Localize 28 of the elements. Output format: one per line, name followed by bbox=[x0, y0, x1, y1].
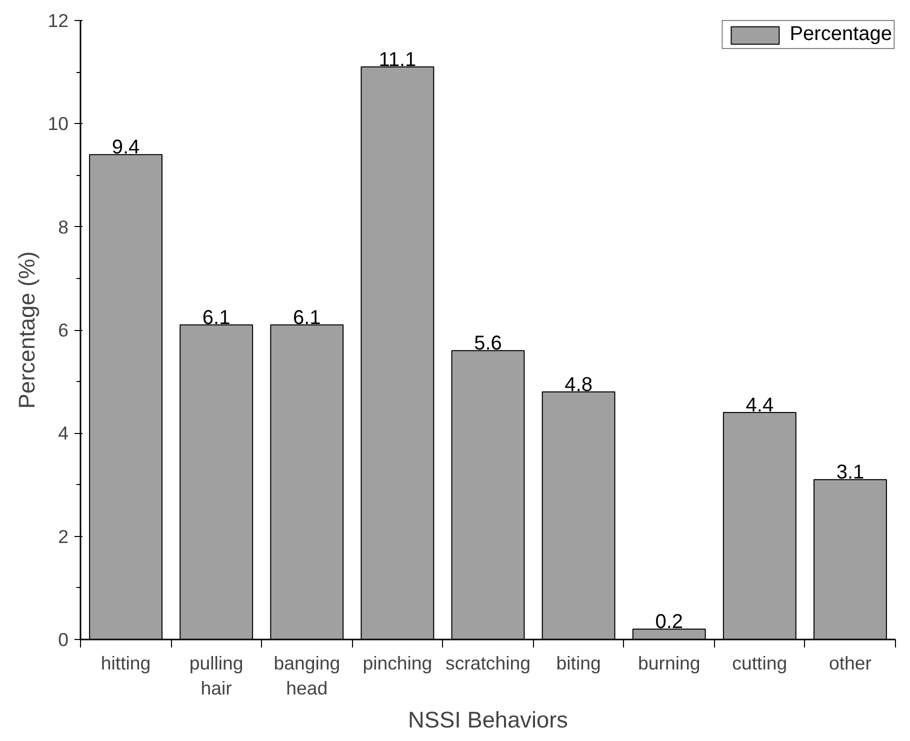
y-tick-label: 12 bbox=[48, 10, 69, 31]
data-label: 5.6 bbox=[474, 332, 502, 355]
x-tick-label: cutting bbox=[732, 652, 788, 674]
y-tick-label: 4 bbox=[58, 422, 69, 444]
legend-label: Percentage bbox=[790, 23, 892, 46]
x-tick-label: scratching bbox=[445, 652, 531, 674]
data-label: 11.1 bbox=[378, 48, 416, 71]
y-tick-label: 2 bbox=[58, 526, 69, 547]
x-tick-label: banging head bbox=[274, 652, 340, 699]
x-axis-title: NSSI Behaviors bbox=[408, 706, 568, 733]
data-label: 9.4 bbox=[112, 136, 140, 159]
x-tick-label: pulling hair bbox=[189, 652, 244, 699]
x-tick-label: hitting bbox=[100, 652, 151, 674]
y-tick-label: 0 bbox=[58, 629, 69, 650]
x-tick-label: burning bbox=[638, 652, 700, 674]
data-label: 3.1 bbox=[836, 462, 864, 484]
y-axis-title: Percentage (%) bbox=[14, 251, 40, 409]
data-label: 4.8 bbox=[564, 374, 592, 396]
data-label: 4.4 bbox=[746, 394, 774, 417]
y-tick-label: 8 bbox=[58, 216, 69, 238]
data-label: 6.1 bbox=[202, 306, 230, 329]
data-label: 6.1 bbox=[292, 306, 321, 329]
x-tick-label: biting bbox=[556, 652, 601, 674]
x-tick-label: other bbox=[828, 652, 872, 674]
y-tick-label: 10 bbox=[48, 113, 69, 134]
y-tick-label: 6 bbox=[58, 320, 69, 340]
x-tick-label: pinching bbox=[362, 652, 432, 674]
data-label: 0.2 bbox=[655, 611, 684, 634]
